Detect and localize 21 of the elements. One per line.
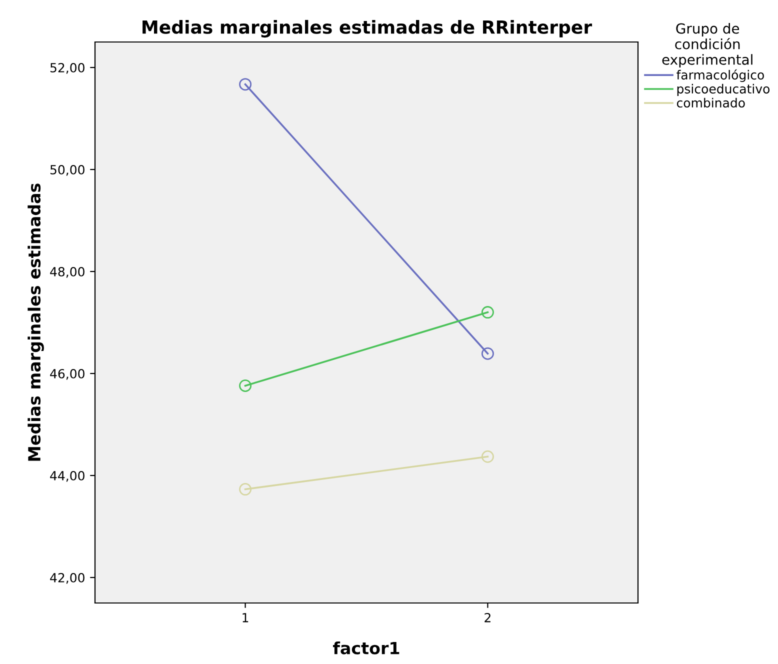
x-tick-label: 1	[242, 613, 248, 622]
y-tick-label: 44,00	[50, 470, 84, 482]
x-tick-label: 2	[484, 612, 490, 622]
y-tick-label: 50,00	[50, 164, 84, 176]
point	[239, 483, 252, 496]
legend-label: combinado	[676, 98, 745, 108]
point	[239, 379, 252, 392]
y-tick-label: 52,00	[50, 62, 84, 74]
x-axis-title: factor1	[333, 641, 400, 654]
y-tick-label: 46,00	[50, 368, 84, 380]
point	[481, 450, 494, 463]
legend-title: Grupo de condición experimental	[662, 23, 752, 68]
y-axis-title: Medias marginales estimadas	[28, 184, 44, 461]
point	[481, 347, 494, 360]
y-tick-label: 42,00	[50, 572, 84, 584]
y-tick-label: 48,00	[50, 266, 84, 278]
point	[481, 306, 494, 319]
point	[239, 78, 252, 91]
legend-label: psicoeducativo	[677, 84, 770, 96]
legend-label: farmacológico	[676, 69, 764, 82]
chart-title: Medias marginales estimadas de RRinterper	[142, 20, 592, 38]
